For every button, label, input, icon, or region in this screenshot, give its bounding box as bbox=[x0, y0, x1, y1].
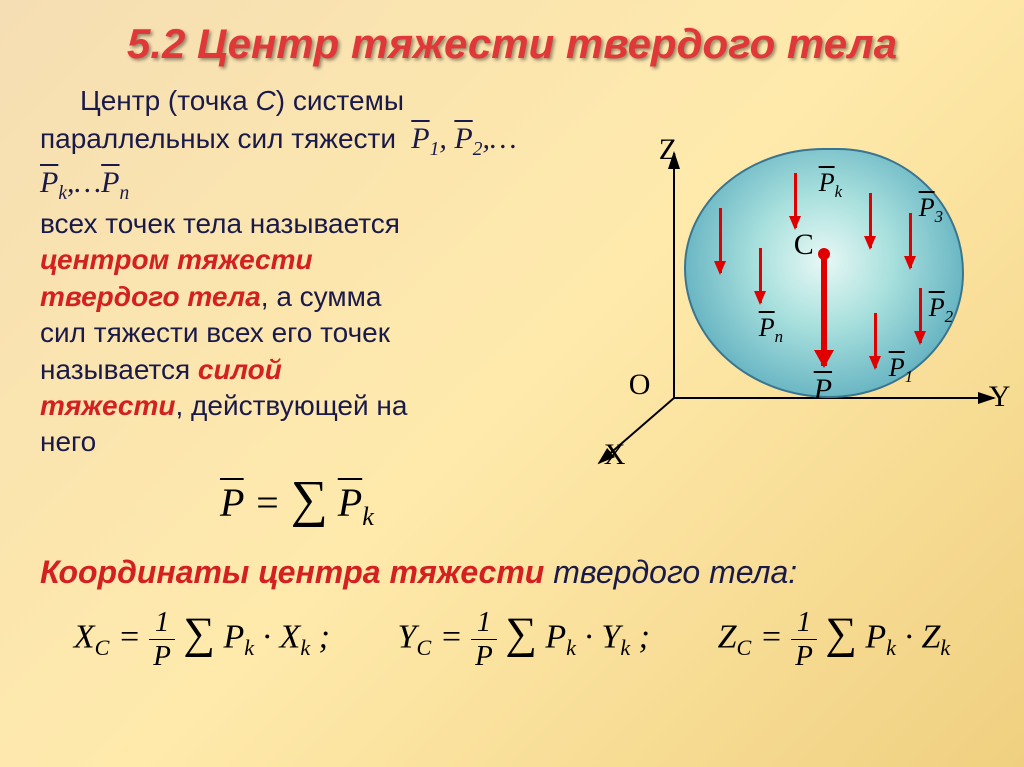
t: P bbox=[223, 618, 244, 655]
content-row: Центр (точка С) системы параллельных сил… bbox=[40, 83, 984, 534]
letter-c: С bbox=[256, 85, 276, 116]
arrow-p-main bbox=[821, 256, 827, 366]
t: k bbox=[835, 182, 843, 201]
pk-label: Pk bbox=[819, 168, 842, 202]
p1-label: P1 bbox=[889, 353, 913, 387]
sigma-icon: ∑ bbox=[825, 608, 857, 657]
arrow bbox=[759, 248, 762, 303]
t: P bbox=[814, 373, 832, 406]
sigma-icon: ∑ bbox=[291, 471, 328, 528]
text: , действующей на bbox=[176, 390, 408, 421]
t: P bbox=[791, 640, 817, 673]
arrow bbox=[869, 193, 872, 248]
t: P bbox=[149, 640, 175, 673]
t: k bbox=[244, 635, 254, 660]
text: параллельных сил тяжести bbox=[40, 123, 396, 154]
text: Центр (точка bbox=[80, 85, 256, 116]
t: P bbox=[929, 293, 945, 322]
c-label: C bbox=[794, 228, 814, 262]
t: X bbox=[74, 618, 95, 655]
subtitle: Координаты центра тяжести твердого тела: bbox=[40, 554, 984, 591]
paragraph: него bbox=[40, 424, 554, 460]
formula-sum: P = ∑ Pk bbox=[40, 466, 554, 534]
t: C bbox=[736, 635, 751, 660]
text: , а сумма bbox=[261, 281, 382, 312]
arrow bbox=[909, 213, 912, 268]
formula-zc: ZC = 1P ∑ Pk · Zk bbox=[718, 606, 951, 673]
t: 3 bbox=[935, 207, 943, 226]
arrow bbox=[874, 313, 877, 368]
x-axis-label: X bbox=[604, 438, 626, 472]
pn-label: Pn bbox=[759, 313, 783, 347]
paragraph: тяжести, действующей на bbox=[40, 388, 554, 424]
paragraph: параллельных сил тяжести P1, P2,…Pk,…Pn bbox=[40, 119, 554, 206]
z-axis-label: Z bbox=[659, 133, 677, 167]
arrow bbox=[919, 288, 922, 343]
diagram-column: Z Y X O C Pk P3 P2 P1 bbox=[564, 83, 984, 534]
t: C bbox=[95, 635, 110, 660]
origin-label: O bbox=[629, 368, 651, 402]
paragraph: сил тяжести всех его точек bbox=[40, 315, 554, 351]
t: k bbox=[620, 635, 630, 660]
subtitle-rest: твердого тела: bbox=[544, 554, 797, 590]
t: Z bbox=[921, 618, 940, 655]
t: P bbox=[545, 618, 566, 655]
var-p: P bbox=[220, 480, 244, 525]
t: k bbox=[940, 635, 950, 660]
fraction: 1P bbox=[791, 606, 817, 673]
paragraph: называется силой bbox=[40, 352, 554, 388]
term: тяжести bbox=[40, 390, 176, 421]
arrow bbox=[794, 173, 797, 228]
paragraph: центром тяжести bbox=[40, 242, 554, 278]
t: 1 bbox=[791, 606, 817, 640]
fraction: 1P bbox=[149, 606, 175, 673]
t: P bbox=[759, 313, 775, 342]
t: k bbox=[886, 635, 896, 660]
t: k bbox=[300, 635, 310, 660]
paragraph: твердого тела, а сумма bbox=[40, 279, 554, 315]
paragraph: Центр (точка С) системы bbox=[40, 83, 554, 119]
coord-formulas: XC = 1P ∑ Pk · Xk ; YC = 1P ∑ Pk · Yk ; … bbox=[40, 606, 984, 673]
var-pk: P bbox=[338, 480, 362, 525]
t: n bbox=[775, 327, 783, 346]
t: Z bbox=[718, 618, 737, 655]
sub-k: k bbox=[362, 502, 374, 531]
t: P bbox=[889, 353, 905, 382]
t: Y bbox=[601, 618, 620, 655]
paragraph: всех точек тела называется bbox=[40, 206, 554, 242]
t: P bbox=[471, 640, 497, 673]
t: P bbox=[919, 193, 935, 222]
formula-xc: XC = 1P ∑ Pk · Xk ; bbox=[74, 606, 330, 673]
term: центром тяжести bbox=[40, 244, 313, 275]
t: 1 bbox=[149, 606, 175, 640]
t: k bbox=[566, 635, 576, 660]
y-axis-label: Y bbox=[989, 380, 1011, 414]
formula-yc: YC = 1P ∑ Pk · Yk ; bbox=[398, 606, 650, 673]
diagram: Z Y X O C Pk P3 P2 P1 bbox=[564, 138, 1004, 478]
fraction: 1P bbox=[471, 606, 497, 673]
text: называется bbox=[40, 354, 198, 385]
sigma-icon: ∑ bbox=[505, 608, 537, 657]
sigma-icon: ∑ bbox=[183, 608, 215, 657]
t: C bbox=[416, 635, 431, 660]
arrow bbox=[719, 208, 722, 273]
slide-title: 5.2 Центр тяжести твердого тела bbox=[40, 20, 984, 68]
t: 1 bbox=[905, 367, 913, 386]
t: P bbox=[819, 168, 835, 197]
term: силой bbox=[198, 354, 282, 385]
t: X bbox=[280, 618, 301, 655]
text-column: Центр (точка С) системы параллельных сил… bbox=[40, 83, 554, 534]
subtitle-red: Координаты центра тяжести bbox=[40, 554, 544, 590]
text: ) системы bbox=[276, 85, 404, 116]
t: P bbox=[865, 618, 886, 655]
t: 1 bbox=[471, 606, 497, 640]
t: Y bbox=[398, 618, 417, 655]
term: твердого тела bbox=[40, 281, 261, 312]
t: 2 bbox=[945, 307, 953, 326]
slide: 5.2 Центр тяжести твердого тела Центр (т… bbox=[0, 0, 1024, 767]
p2-label: P2 bbox=[929, 293, 953, 327]
p-main-label: P bbox=[814, 373, 832, 407]
p3-label: P3 bbox=[919, 193, 943, 227]
